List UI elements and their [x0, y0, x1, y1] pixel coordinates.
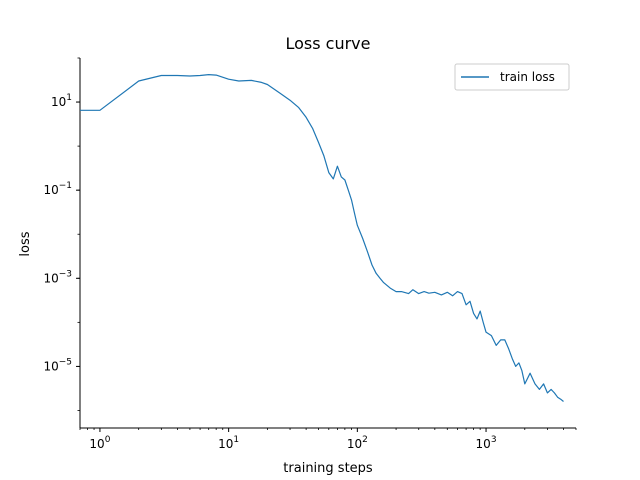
x-tick-label: 101	[218, 435, 239, 451]
legend: train loss	[454, 63, 570, 91]
y-tick-label: 10−3	[43, 269, 72, 285]
plot-area	[80, 74, 564, 402]
y-tick-label: 10−1	[43, 181, 72, 197]
chart-title: Loss curve	[285, 34, 370, 53]
y-axis-label: loss	[18, 231, 33, 256]
y-tick-label: 10−5	[43, 357, 72, 373]
series-line-train-loss	[80, 74, 564, 402]
legend-box	[454, 63, 570, 91]
x-axis-label: training steps	[283, 461, 373, 476]
x-tick-label: 100	[89, 435, 110, 451]
legend-label: train loss	[500, 70, 555, 84]
axes: 100 101 102 103 101 10−1 10−3 10−5	[43, 57, 577, 451]
x-tick-label: 103	[476, 435, 497, 451]
x-tick-label: 102	[347, 435, 368, 451]
y-tick-label: 101	[51, 93, 72, 109]
